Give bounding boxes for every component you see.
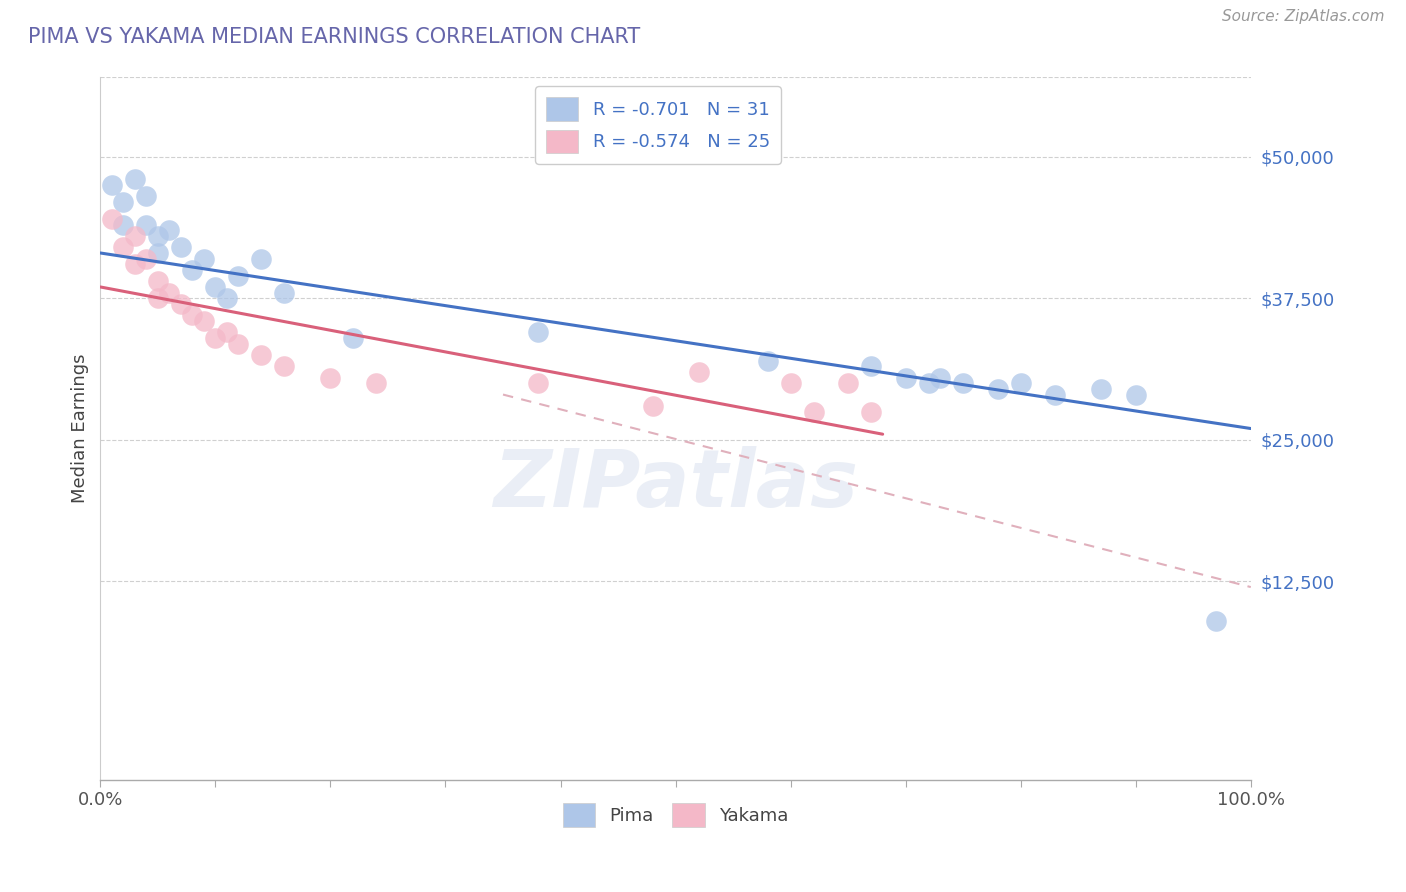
Point xyxy=(215,291,238,305)
Point xyxy=(250,348,273,362)
Point xyxy=(779,376,801,391)
Point xyxy=(894,370,917,384)
Point xyxy=(135,218,157,232)
Legend: Pima, Yakama: Pima, Yakama xyxy=(555,797,796,834)
Point xyxy=(319,370,342,384)
Point xyxy=(181,308,204,322)
Point xyxy=(146,246,169,260)
Point xyxy=(987,382,1010,396)
Point xyxy=(112,194,135,209)
Point xyxy=(135,252,157,266)
Point xyxy=(1045,387,1067,401)
Point xyxy=(952,376,974,391)
Point xyxy=(228,336,250,351)
Point xyxy=(526,376,548,391)
Point xyxy=(641,399,664,413)
Point xyxy=(688,365,710,379)
Point xyxy=(215,325,238,339)
Point xyxy=(124,172,146,186)
Point xyxy=(1205,614,1227,628)
Text: ZIPatlas: ZIPatlas xyxy=(494,446,858,524)
Point xyxy=(135,189,157,203)
Point xyxy=(146,274,169,288)
Point xyxy=(803,404,825,418)
Point xyxy=(204,280,226,294)
Point xyxy=(918,376,941,391)
Point xyxy=(366,376,388,391)
Point xyxy=(112,240,135,254)
Point xyxy=(146,291,169,305)
Point xyxy=(526,325,548,339)
Text: Source: ZipAtlas.com: Source: ZipAtlas.com xyxy=(1222,9,1385,24)
Point xyxy=(837,376,859,391)
Point xyxy=(193,314,215,328)
Point xyxy=(193,252,215,266)
Point xyxy=(181,263,204,277)
Point xyxy=(101,212,124,227)
Point xyxy=(929,370,952,384)
Point xyxy=(146,229,169,244)
Point xyxy=(157,223,180,237)
Point xyxy=(1010,376,1032,391)
Point xyxy=(1090,382,1112,396)
Point xyxy=(250,252,273,266)
Text: PIMA VS YAKAMA MEDIAN EARNINGS CORRELATION CHART: PIMA VS YAKAMA MEDIAN EARNINGS CORRELATI… xyxy=(28,27,640,46)
Point xyxy=(124,257,146,271)
Point xyxy=(124,229,146,244)
Point xyxy=(170,297,193,311)
Point xyxy=(204,331,226,345)
Point xyxy=(860,359,883,374)
Point xyxy=(273,359,295,374)
Point xyxy=(157,285,180,300)
Point xyxy=(228,268,250,283)
Point xyxy=(860,404,883,418)
Point xyxy=(112,218,135,232)
Point xyxy=(756,353,779,368)
Point xyxy=(273,285,295,300)
Point xyxy=(1125,387,1147,401)
Y-axis label: Median Earnings: Median Earnings xyxy=(72,354,89,503)
Point xyxy=(101,178,124,192)
Point xyxy=(342,331,364,345)
Point xyxy=(170,240,193,254)
